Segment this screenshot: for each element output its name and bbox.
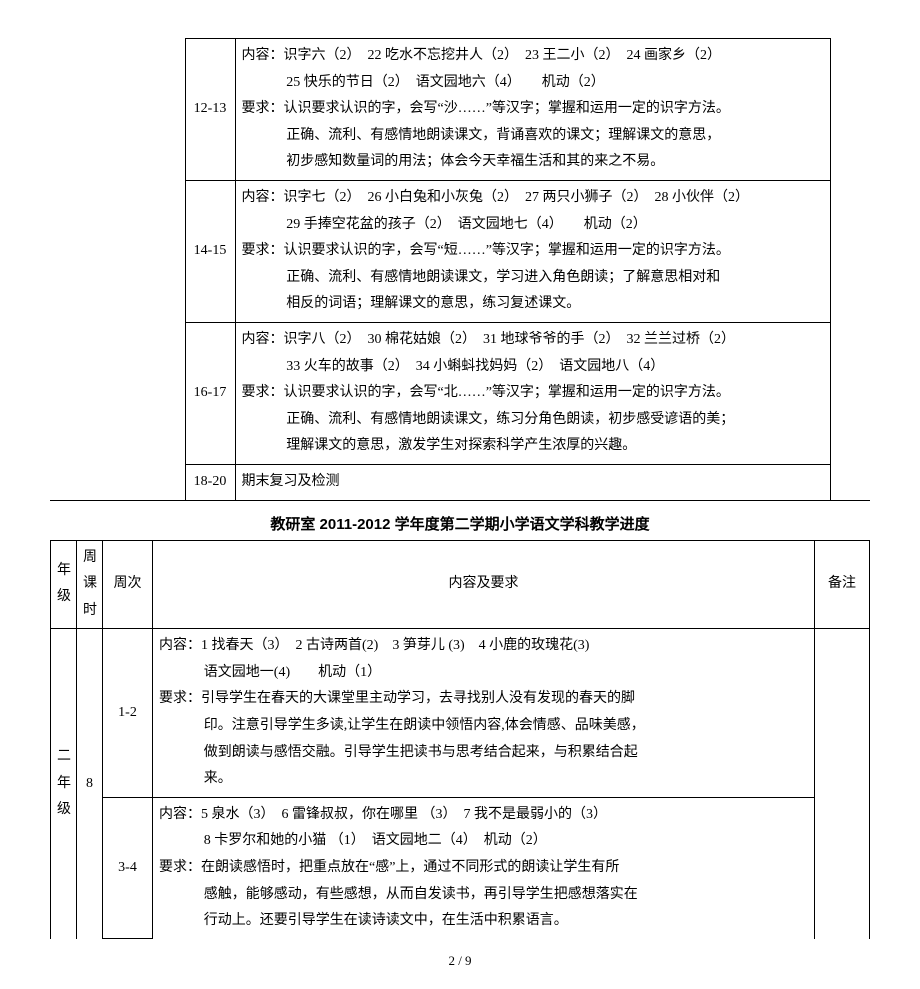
content-line: 识字八（2） 30 棉花姑娘（2） 31 地球爷爷的手（2） 32 兰兰过桥（2… xyxy=(284,332,736,347)
header-note: 备注 xyxy=(815,540,870,629)
req-line: 行动上。还要引导学生在读诗读文中，在生活中积累语言。 xyxy=(159,908,808,935)
week-cell: 12-13 xyxy=(185,39,235,181)
content-line: 语文园地一(4) 机动（1） xyxy=(159,660,808,687)
req-line: 来。 xyxy=(159,766,808,793)
req-line: 正确、流利、有感情地朗读课文，练习分角色朗读，初步感受谚语的美； xyxy=(242,407,824,434)
content-cell: 内容：识字六（2） 22 吃水不忘挖井人（2） 23 王二小（2） 24 画家乡… xyxy=(235,39,830,181)
content-line: 1 找春天（3） 2 古诗两首(2) 3 笋芽儿 (3) 4 小鹿的玫瑰花(3) xyxy=(201,638,589,653)
req-line: 做到朗读与感悟交融。引导学生把读书与思考结合起来，与积累结合起 xyxy=(159,740,808,767)
table-row: 3-4 内容：5 泉水（3） 6 雷锋叔叔，你在哪里 （3） 7 我不是最弱小的… xyxy=(51,797,870,938)
page-number: 2 / 9 xyxy=(50,953,870,969)
req-label: 要求： xyxy=(242,243,284,258)
schedule-table-1: 12-13 内容：识字六（2） 22 吃水不忘挖井人（2） 23 王二小（2） … xyxy=(50,38,870,501)
section-title: 教研室 2011-2012 学年度第二学期小学语文学科教学进度 xyxy=(50,513,870,534)
table-row: 二年级 8 1-2 内容：1 找春天（3） 2 古诗两首(2) 3 笋芽儿 (3… xyxy=(51,629,870,798)
req-line: 认识要求认识的字，会写“短……”等汉字；掌握和运用一定的识字方法。 xyxy=(284,243,730,258)
req-label: 要求： xyxy=(242,101,284,116)
req-line: 在朗读感悟时，把重点放在“感”上，通过不同形式的朗读让学生有所 xyxy=(201,860,619,875)
req-line: 初步感知数量词的用法；体会今天幸福生活和其的来之不易。 xyxy=(242,149,824,176)
content-label: 内容： xyxy=(242,48,284,63)
content-cell: 内容：识字七（2） 26 小白兔和小灰兔（2） 27 两只小狮子（2） 28 小… xyxy=(235,180,830,322)
req-line: 引导学生在春天的大课堂里主动学习，去寻找别人没有发现的春天的脚 xyxy=(201,691,635,706)
content-line: 29 手捧空花盆的孩子（2） 语文园地七（4） 机动（2） xyxy=(242,212,824,239)
week-cell: 18-20 xyxy=(185,464,235,500)
header-hours: 周课时 xyxy=(77,540,103,629)
content-line: 25 快乐的节日（2） 语文园地六（4） 机动（2） xyxy=(242,70,824,97)
content-line: 识字七（2） 26 小白兔和小灰兔（2） 27 两只小狮子（2） 28 小伙伴（… xyxy=(284,190,750,205)
grade-cell: 二年级 xyxy=(51,629,77,939)
req-label: 要求： xyxy=(159,860,201,875)
req-line: 正确、流利、有感情地朗读课文，学习进入角色朗读；了解意思相对和 xyxy=(242,265,824,292)
content-line: 识字六（2） 22 吃水不忘挖井人（2） 23 王二小（2） 24 画家乡（2） xyxy=(284,48,722,63)
content-label: 内容： xyxy=(242,332,284,347)
req-label: 要求： xyxy=(159,691,201,706)
week-cell: 1-2 xyxy=(103,629,153,798)
req-line: 相反的词语；理解课文的意思，练习复述课文。 xyxy=(242,291,824,318)
week-cell: 3-4 xyxy=(103,797,153,938)
req-line: 感触，能够感动，有些感想，从而自发读书，再引导学生把感想落实在 xyxy=(159,882,808,909)
content-label: 内容： xyxy=(159,638,201,653)
page-container: 12-13 内容：识字六（2） 22 吃水不忘挖井人（2） 23 王二小（2） … xyxy=(0,0,920,989)
week-cell: 16-17 xyxy=(185,322,235,464)
req-line: 理解课文的意思，激发学生对探索科学产生浓厚的兴趣。 xyxy=(242,433,824,460)
content-label: 内容： xyxy=(242,190,284,205)
note-cell xyxy=(815,629,870,939)
content-label: 内容： xyxy=(159,807,201,822)
schedule-table-2: 年级 周课时 周次 内容及要求 备注 二年级 8 1-2 内容：1 找春天（3）… xyxy=(50,540,870,940)
content-cell: 内容：1 找春天（3） 2 古诗两首(2) 3 笋芽儿 (3) 4 小鹿的玫瑰花… xyxy=(153,629,815,798)
req-line: 认识要求认识的字，会写“沙……”等汉字；掌握和运用一定的识字方法。 xyxy=(284,101,730,116)
header-grade: 年级 xyxy=(51,540,77,629)
req-line: 认识要求认识的字，会写“北……”等汉字；掌握和运用一定的识字方法。 xyxy=(284,385,730,400)
req-label: 要求： xyxy=(242,385,284,400)
content-cell: 期末复习及检测 xyxy=(235,464,830,500)
content-cell: 内容：识字八（2） 30 棉花姑娘（2） 31 地球爷爷的手（2） 32 兰兰过… xyxy=(235,322,830,464)
week-cell: 14-15 xyxy=(185,180,235,322)
req-line: 印。注意引导学生多读,让学生在朗读中领悟内容,体会情感、品味美感， xyxy=(159,713,808,740)
header-content: 内容及要求 xyxy=(153,540,815,629)
header-week: 周次 xyxy=(103,540,153,629)
content-line: 33 火车的故事（2） 34 小蝌蚪找妈妈（2） 语文园地八（4） xyxy=(242,354,824,381)
req-line: 正确、流利、有感情地朗读课文，背诵喜欢的课文；理解课文的意思， xyxy=(242,123,824,150)
table-row: 12-13 内容：识字六（2） 22 吃水不忘挖井人（2） 23 王二小（2） … xyxy=(50,39,870,181)
content-cell: 内容：5 泉水（3） 6 雷锋叔叔，你在哪里 （3） 7 我不是最弱小的（3） … xyxy=(153,797,815,938)
hours-cell: 8 xyxy=(77,629,103,939)
content-line: 8 卡罗尔和她的小猫 （1） 语文园地二（4） 机动（2） xyxy=(159,828,808,855)
table-header-row: 年级 周课时 周次 内容及要求 备注 xyxy=(51,540,870,629)
content-line: 5 泉水（3） 6 雷锋叔叔，你在哪里 （3） 7 我不是最弱小的（3） xyxy=(201,807,607,822)
